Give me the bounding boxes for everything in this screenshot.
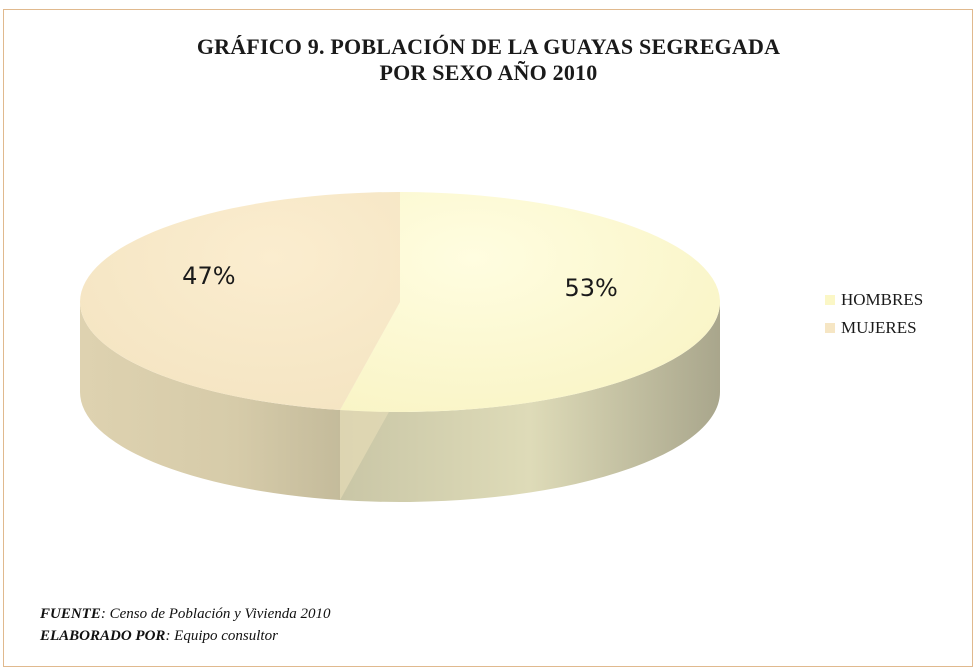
legend-label-mujeres: MUJERES: [841, 318, 917, 337]
source-label: FUENTE: [40, 606, 101, 622]
source-text: : Censo de Población y Vivienda 2010: [100, 606, 331, 622]
legend-item-mujeres: MUJERES: [825, 314, 923, 342]
pie-slice-hombres: [340, 192, 721, 412]
author-line: ELABORADO POR: Equipo consultor: [40, 625, 331, 647]
author-text: : Equipo consultor: [165, 628, 278, 644]
chart-footer: FUENTE: Censo de Población y Vivienda 20…: [40, 603, 331, 647]
source-line: FUENTE: Censo de Población y Vivienda 20…: [40, 603, 331, 625]
pie-side-hombres: [340, 302, 720, 502]
chart-title-line-2: POR SEXO AÑO 2010: [379, 60, 598, 85]
data-label-mujeres: 47%: [182, 262, 235, 290]
pie-slice-mujeres: [80, 192, 400, 411]
data-label-hombres: 53%: [564, 274, 617, 302]
legend-swatch-mujeres: [825, 323, 835, 333]
pie-labels: 53% 47%: [182, 262, 618, 302]
legend-label-hombres: HOMBRES: [841, 290, 924, 309]
legend: HOMBRES MUJERES: [825, 286, 923, 342]
legend-swatch-hombres: [825, 295, 835, 305]
author-label: ELABORADO POR: [40, 628, 166, 644]
chart-title-line-1: GRÁFICO 9. POBLACIÓN DE LA GUAYAS SEGREG…: [196, 34, 781, 59]
legend-item-hombres: HOMBRES: [825, 286, 923, 314]
chart-title: GRÁFICO 9. POBLACIÓN DE LA GUAYAS SEGREG…: [0, 34, 977, 86]
pie-tops: [80, 192, 721, 412]
pie-side-mujeres: [80, 302, 341, 501]
